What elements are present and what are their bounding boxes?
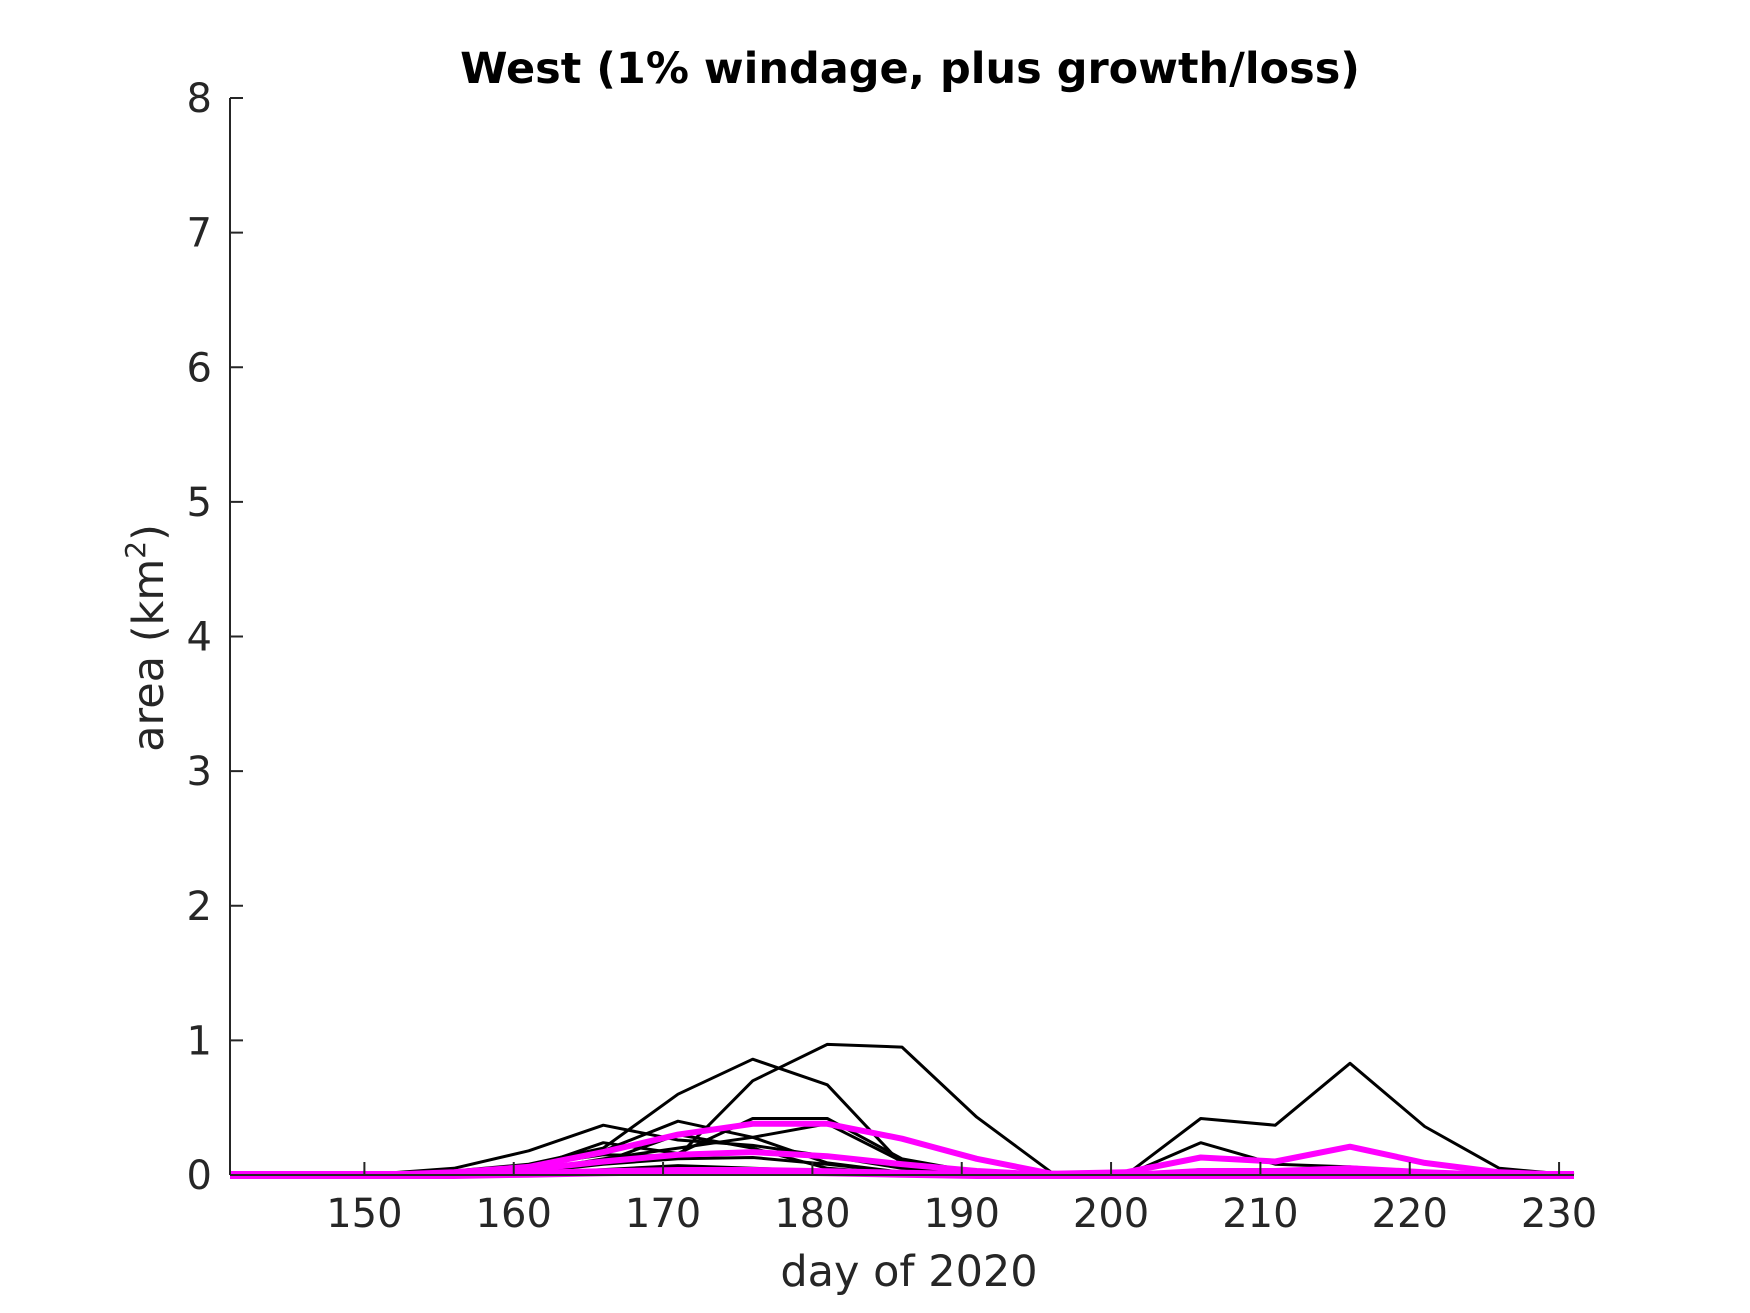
y-ticks: 0 1 2 3 4 5 6 7 8 <box>187 76 243 1199</box>
y-tick-label: 8 <box>187 76 212 122</box>
y-tick-label: 6 <box>187 345 212 391</box>
chart-title: West (1% windage, plus growth/loss) <box>460 44 1360 94</box>
x-tick-label: 220 <box>1372 1191 1448 1237</box>
x-tick-label: 150 <box>326 1191 402 1237</box>
x-axis-label: day of 2020 <box>780 1247 1037 1297</box>
y-tick-label: 5 <box>187 480 212 526</box>
x-tick-label: 170 <box>625 1191 701 1237</box>
x-tick-label: 200 <box>1073 1191 1149 1237</box>
x-tick-label: 230 <box>1521 1191 1597 1237</box>
series-line-1 <box>230 1061 1575 1177</box>
y-tick-label: 4 <box>187 615 212 661</box>
x-tick-label: 160 <box>476 1191 552 1237</box>
y-axis-label-close: ) <box>124 524 174 541</box>
series-line-3 <box>230 1042 1574 1177</box>
series-layer <box>230 1042 1575 1179</box>
x-tick-label: 190 <box>924 1191 1000 1237</box>
y-tick-label: 3 <box>187 749 212 795</box>
x-ticks: 150 160 170 180 190 200 210 220 230 <box>326 1162 1597 1237</box>
y-tick-label: 0 <box>187 1153 212 1199</box>
y-axis-label: area (km2) <box>119 524 174 752</box>
y-tick-label: 2 <box>187 884 212 930</box>
x-tick-label: 210 <box>1222 1191 1298 1237</box>
y-tick-label: 7 <box>187 211 212 257</box>
y-axis-label-superscript: 2 <box>119 541 152 559</box>
x-tick-label: 180 <box>774 1191 850 1237</box>
y-tick-label: 1 <box>187 1018 212 1064</box>
y-axis-label-main: area (km <box>124 559 174 752</box>
plot-area: 150 160 170 180 190 200 210 220 230 0 1 2 3 4 5 6 7 8 <box>187 76 1598 1237</box>
